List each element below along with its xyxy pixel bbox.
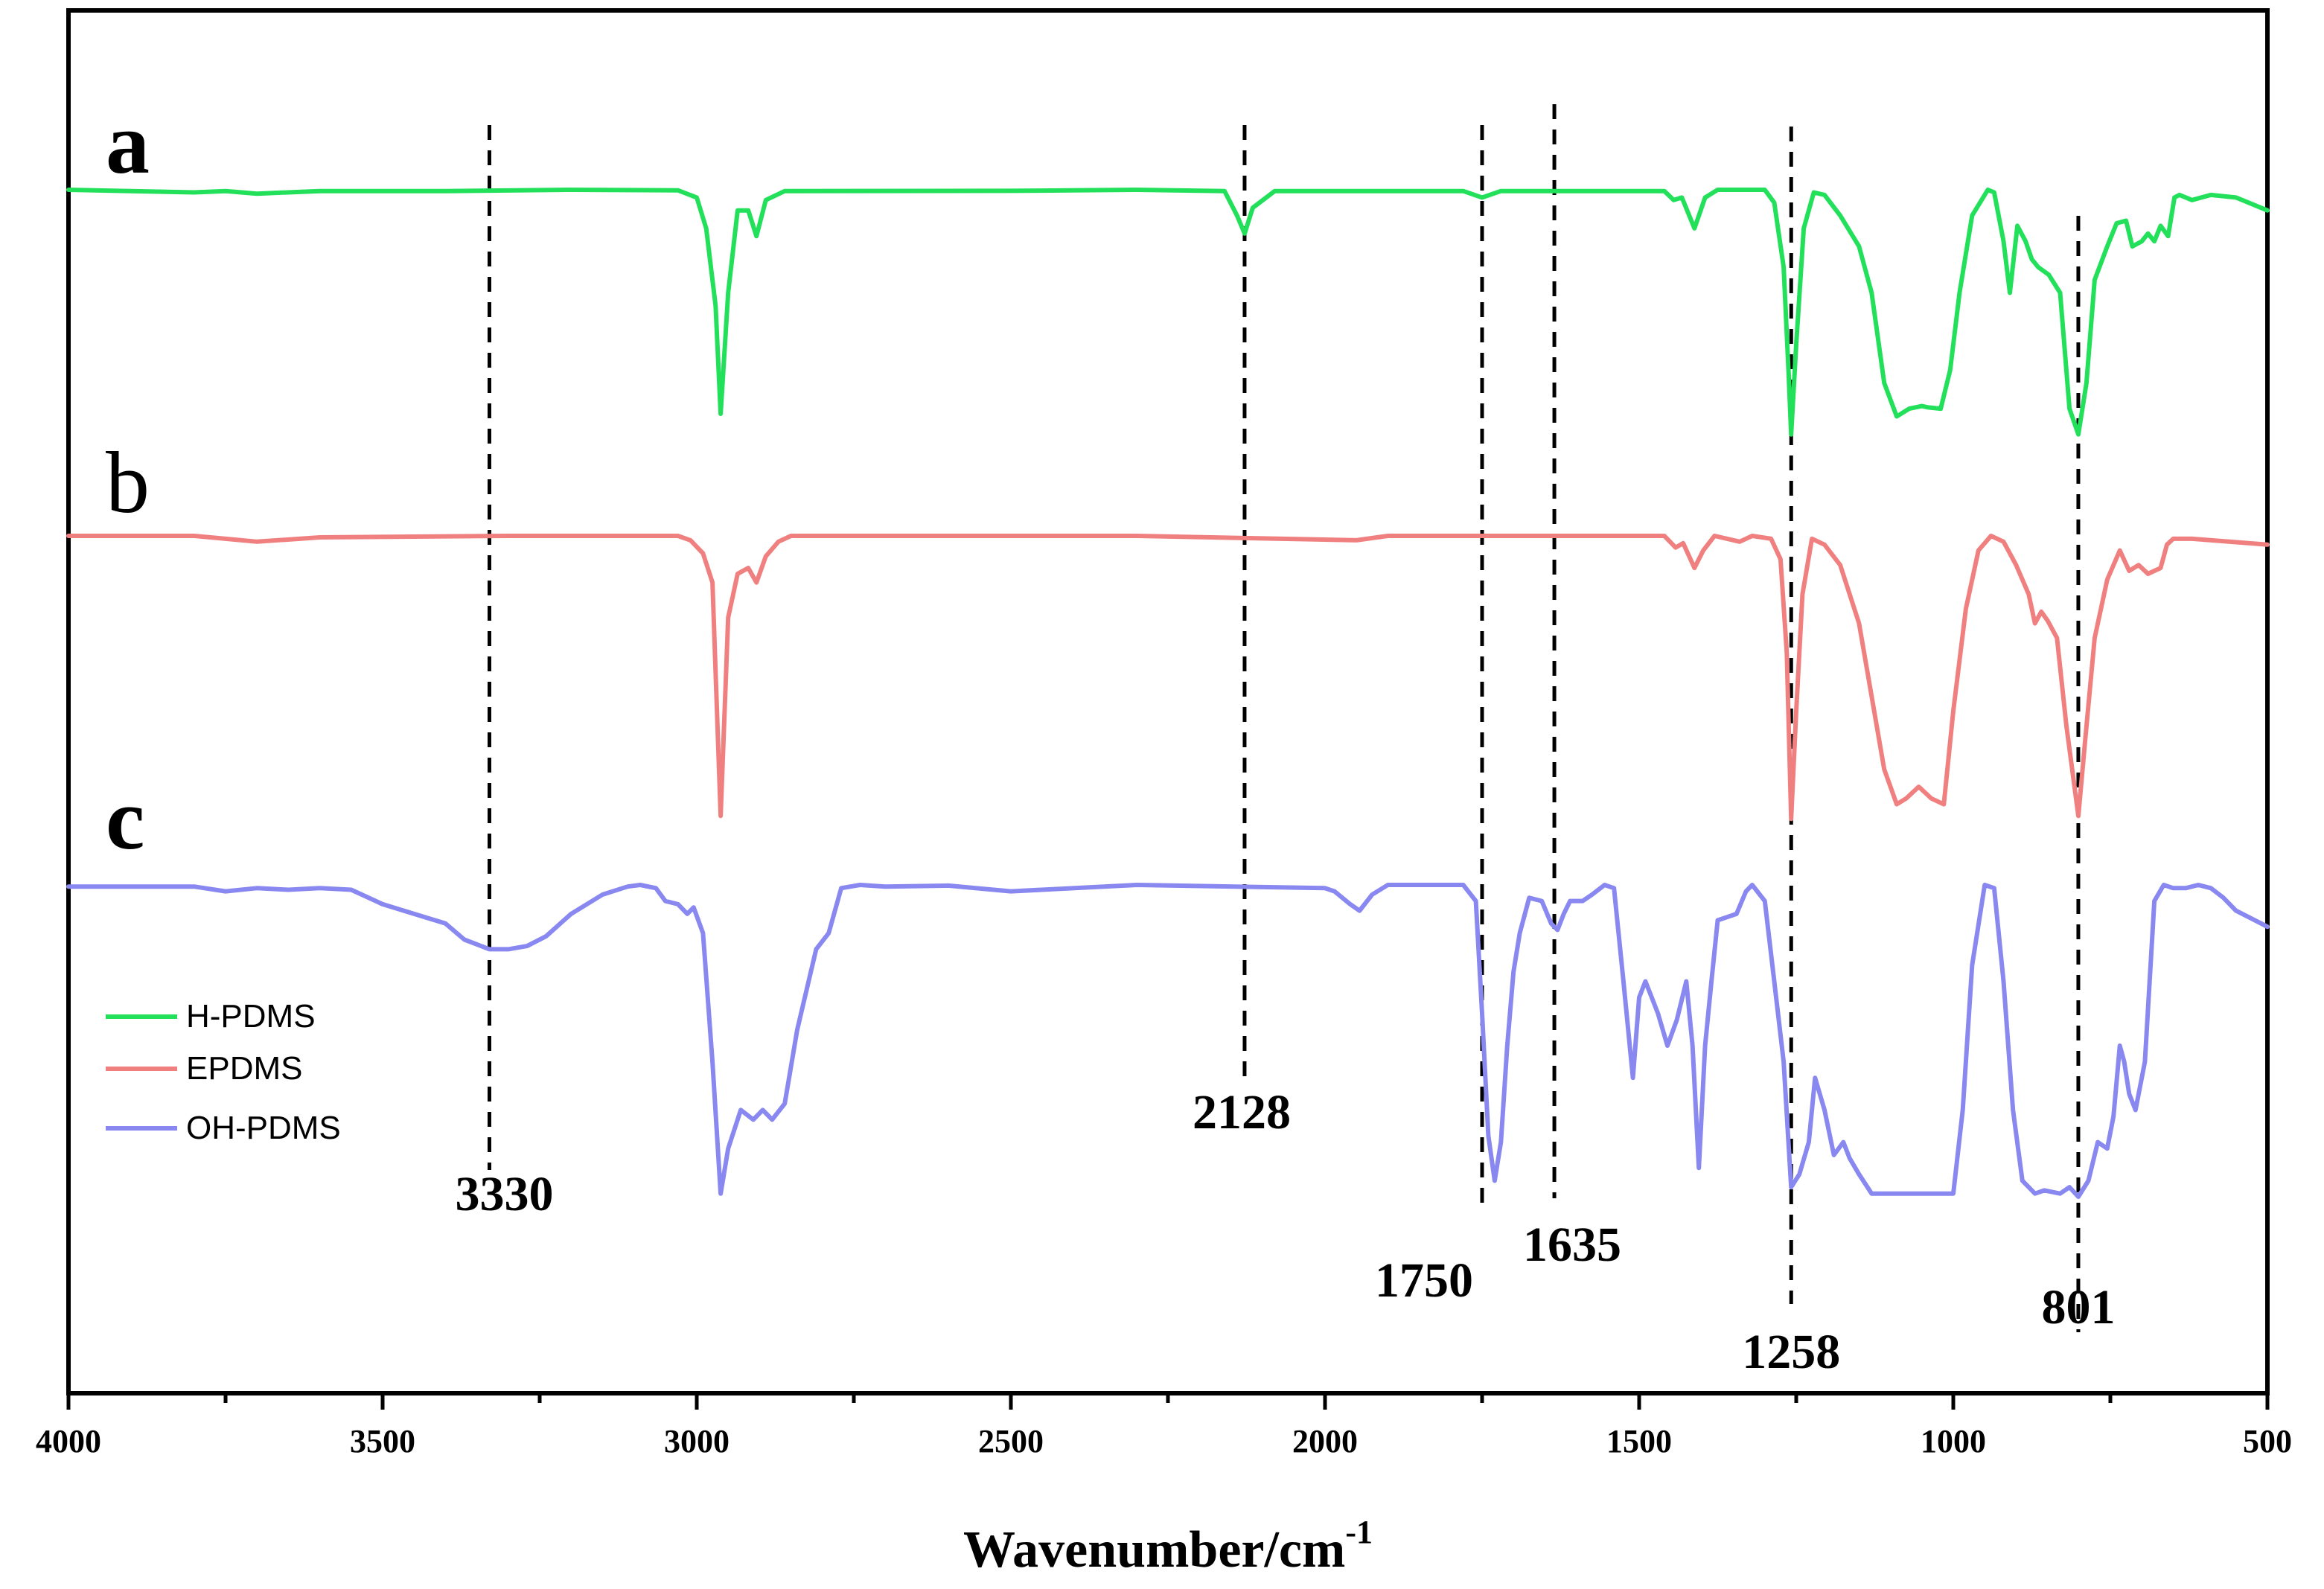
series-layer <box>66 188 2270 1199</box>
x-tick-label-1000: 1000 <box>1921 1423 1986 1459</box>
series-line-epdms <box>66 534 2270 822</box>
x-tick-label-2500: 2500 <box>978 1423 1044 1459</box>
peak-labels: 3330 2128 1750 1635 1258 801 <box>455 1085 2115 1379</box>
legend-label: OH-PDMS <box>186 1110 341 1146</box>
peak-marker-lines <box>487 104 2081 1332</box>
x-tick-label-2000: 2000 <box>1292 1423 1358 1459</box>
x-tick-label-1500: 1500 <box>1606 1423 1672 1459</box>
legend-label: H-PDMS <box>186 998 316 1035</box>
x-axis-title-text: Wavenumber/cm <box>963 1521 1345 1579</box>
x-tick-label-3000: 3000 <box>664 1423 730 1459</box>
peak-label-1258: 1258 <box>1742 1325 1840 1379</box>
legend-entry-epdms: EPDMS <box>106 1050 302 1087</box>
peak-label-1635: 1635 <box>1523 1218 1621 1272</box>
x-tick-label-3500: 3500 <box>350 1423 415 1459</box>
panel-letters: a b c <box>106 95 150 868</box>
series-line-oh-pdms <box>66 883 2270 1199</box>
peak-label-2128: 2128 <box>1193 1085 1291 1139</box>
x-axis-ticks <box>66 1393 2270 1410</box>
panel-letter-a: a <box>106 95 150 192</box>
panel-letter-b: b <box>106 434 150 531</box>
legend-label: EPDMS <box>186 1050 302 1087</box>
peak-label-3330: 3330 <box>455 1167 553 1221</box>
plot-area-frame <box>66 8 2270 1395</box>
series-line-h-pdms <box>66 188 2270 437</box>
x-axis-title-superscript: -1 <box>1345 1514 1373 1550</box>
peak-label-801: 801 <box>2041 1280 2115 1334</box>
legend: H-PDMS EPDMS OH-PDMS <box>106 998 341 1146</box>
peak-label-1750: 1750 <box>1375 1253 1473 1308</box>
x-axis-title: Wavenumber/cm-1 <box>963 1514 1373 1579</box>
legend-entry-h-pdms: H-PDMS <box>106 998 316 1035</box>
x-tick-label-500: 500 <box>2243 1423 2292 1459</box>
panel-letter-c: c <box>106 770 144 868</box>
legend-entry-oh-pdms: OH-PDMS <box>106 1110 341 1146</box>
x-axis-tick-labels: 4000 3500 3000 2500 2000 1500 1000 500 <box>36 1423 2292 1459</box>
x-tick-label-4000: 4000 <box>36 1423 101 1459</box>
